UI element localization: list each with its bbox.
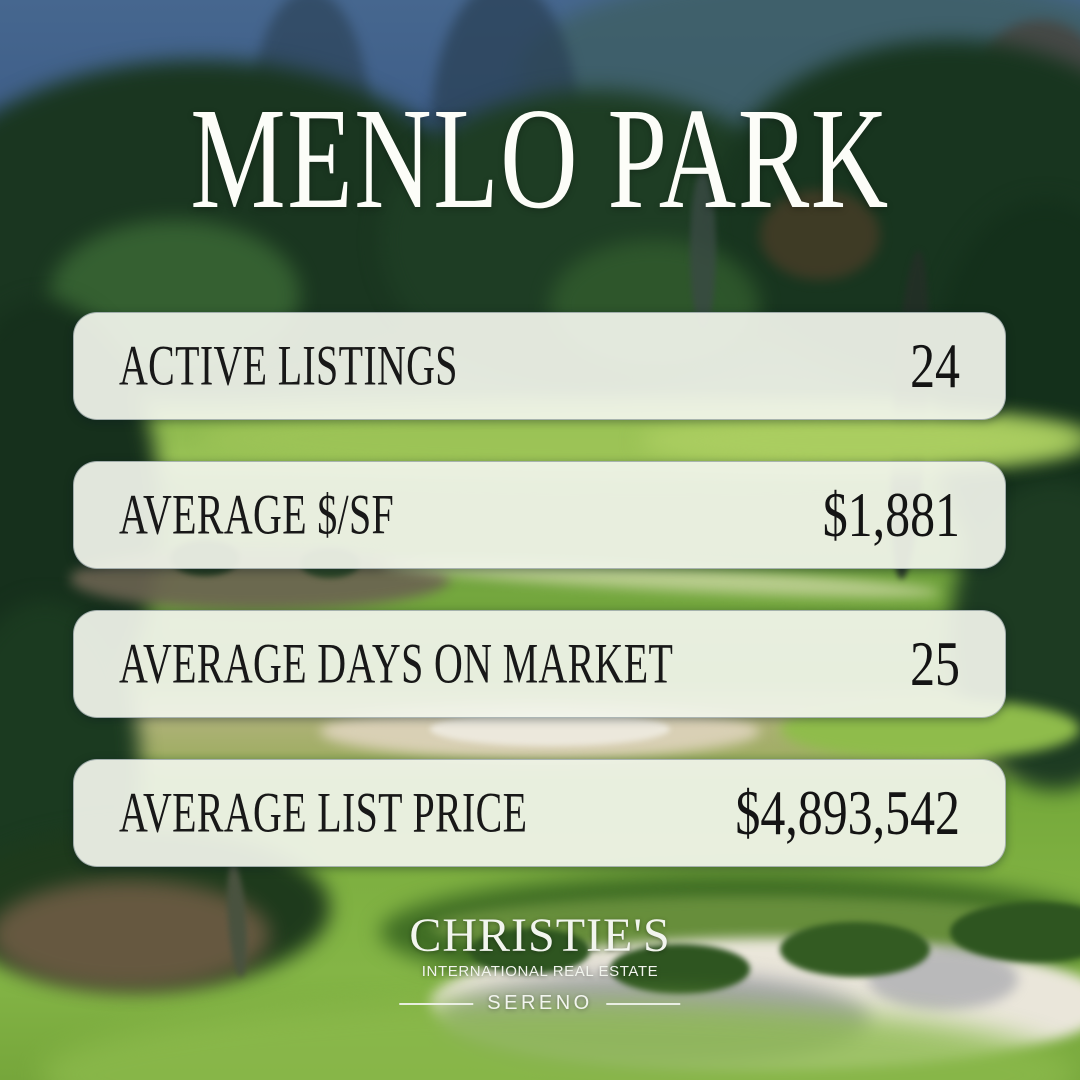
grass-lip: [470, 928, 590, 974]
tree-trunk: [690, 170, 716, 330]
stat-card-active-listings: ACTIVE LISTINGS 24: [73, 312, 1006, 420]
stat-card-average-days-on-market: AVERAGE DAYS ON MARKET 25: [73, 610, 1006, 718]
stat-card-average-price-per-sf: AVERAGE $/SF $1,881: [73, 461, 1006, 569]
stat-label: ACTIVE LISTINGS: [119, 334, 458, 398]
logo-divider-right: [606, 1002, 681, 1005]
stats-list: ACTIVE LISTINGS 24 AVERAGE $/SF $1,881 A…: [73, 312, 1006, 908]
stat-label: AVERAGE DAYS ON MARKET: [119, 632, 674, 696]
grass-lip: [610, 944, 750, 994]
christies-sereno-logo: CHRISTIE'S INTERNATIONAL REAL ESTATE SER…: [399, 909, 681, 1015]
logo-division-row: SERENO: [399, 992, 681, 1015]
mulch-bottom-left: [0, 880, 270, 990]
logo-brand-name: CHRISTIE'S: [409, 909, 671, 962]
fairway-band-highlight: [640, 413, 1080, 469]
stat-card-average-list-price: AVERAGE LIST PRICE $4,893,542: [73, 759, 1006, 867]
logo-divider-left: [399, 1002, 474, 1005]
grass-lip: [950, 902, 1080, 962]
stat-value: $1,881: [822, 479, 960, 550]
stat-label: AVERAGE LIST PRICE: [119, 781, 528, 845]
rust-foliage: [760, 190, 880, 280]
stat-value: $4,893,542: [735, 777, 960, 848]
stat-value: 24: [910, 330, 960, 401]
logo-division-name: SERENO: [487, 992, 593, 1014]
grass-lip: [780, 922, 930, 977]
page-title: MENLO PARK: [190, 79, 890, 239]
stat-value: 25: [910, 628, 960, 699]
stat-label: AVERAGE $/SF: [119, 483, 395, 547]
logo-subtitle: INTERNATIONAL REAL ESTATE: [421, 963, 659, 980]
